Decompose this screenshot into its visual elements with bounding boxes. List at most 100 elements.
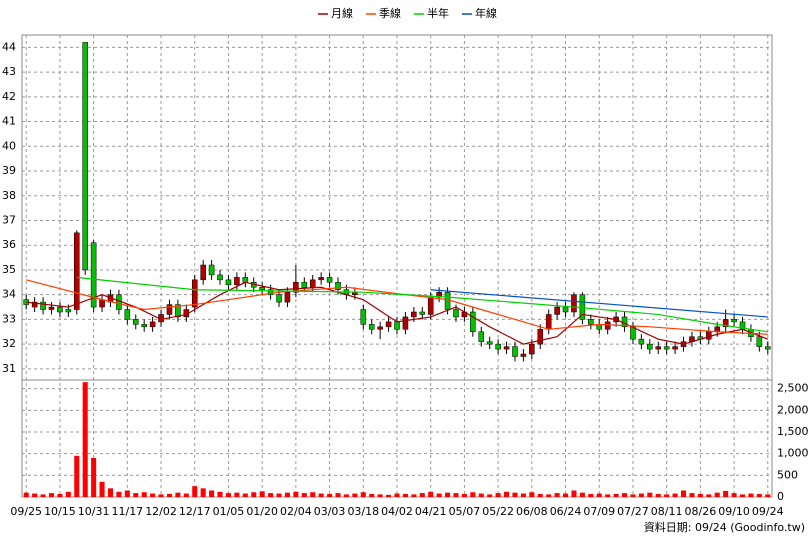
volume-bar xyxy=(411,494,417,497)
y-tick-label: 32 xyxy=(2,337,16,350)
y2-tick-label: 1,000 xyxy=(777,447,808,460)
x-tick-label: 07/09 xyxy=(583,505,615,518)
volume-bar xyxy=(765,494,771,497)
volume-bar xyxy=(217,491,223,497)
candle-body xyxy=(411,311,417,318)
candle-body xyxy=(714,326,721,333)
volume-bar xyxy=(301,493,307,497)
candle-body xyxy=(529,343,535,355)
ma-line xyxy=(76,276,768,333)
legend-label: 月線 xyxy=(331,6,353,20)
volume-bar xyxy=(495,493,501,497)
volume-bar xyxy=(647,492,653,497)
volume-bar xyxy=(512,492,518,497)
candle-body xyxy=(318,277,324,281)
volume-bar xyxy=(487,494,493,497)
candle-body xyxy=(470,311,476,333)
candle-body xyxy=(175,304,181,318)
volume-bar xyxy=(520,493,526,497)
candle-body xyxy=(40,301,46,310)
candle-body xyxy=(242,277,249,283)
legend-label: 半年 xyxy=(427,6,449,20)
volume-bar xyxy=(74,455,80,497)
candle-body xyxy=(503,346,510,350)
volume-bar xyxy=(141,492,147,497)
candle-body xyxy=(377,326,383,330)
candle-body xyxy=(562,306,569,313)
volume-bar xyxy=(57,493,63,497)
volume-bar xyxy=(436,493,442,497)
candle-body xyxy=(335,282,341,290)
volume-bar xyxy=(251,492,257,497)
candle-body xyxy=(284,291,291,303)
legend-label: 年線 xyxy=(475,6,497,20)
candle-body xyxy=(326,277,333,283)
volume-bar xyxy=(209,490,215,497)
candle-body xyxy=(208,264,215,276)
y-tick-label: 39 xyxy=(2,164,16,177)
volume-bar xyxy=(293,491,299,497)
y-tick-label: 33 xyxy=(2,312,16,325)
candle-body xyxy=(571,294,577,313)
ma-line xyxy=(26,279,768,335)
volume-bar xyxy=(276,493,282,497)
volume-bar xyxy=(748,493,754,497)
candle-body xyxy=(99,299,105,308)
y2-tick-label: 1,500 xyxy=(777,425,808,438)
x-tick-label: 09/25 xyxy=(10,505,42,518)
candle-body xyxy=(731,319,737,323)
candle-body xyxy=(495,343,501,350)
y-tick-label: 31 xyxy=(2,362,16,375)
volume-bar xyxy=(284,492,290,497)
volume-bar xyxy=(664,494,670,497)
candle-body xyxy=(427,296,434,315)
volume-bar xyxy=(48,493,55,497)
volume-bar xyxy=(697,493,703,497)
volume-bar xyxy=(394,493,400,497)
volume-bar xyxy=(723,490,729,497)
candle-body xyxy=(756,336,763,347)
y2-tick-label: 2,500 xyxy=(777,382,808,395)
candle-body xyxy=(73,232,80,310)
volume-bar xyxy=(107,488,114,497)
x-tick-label: 09/24 xyxy=(752,505,784,518)
candle-body xyxy=(672,346,678,350)
x-tick-label: 04/21 xyxy=(415,505,447,518)
legend-label: 季線 xyxy=(379,6,401,20)
candle-body xyxy=(191,279,198,308)
volume-bar xyxy=(40,494,46,497)
volume-bar xyxy=(605,494,611,497)
volume-bar xyxy=(386,494,392,497)
x-tick-label: 01/20 xyxy=(246,505,278,518)
volume-bar xyxy=(99,481,105,497)
x-tick-label: 09/10 xyxy=(718,505,750,518)
volume-bar xyxy=(706,494,712,497)
volume-bar xyxy=(579,492,585,497)
y2-tick-label: 0 xyxy=(777,490,784,503)
candle-body xyxy=(124,309,131,320)
volume-bar xyxy=(613,493,619,497)
volume-bar xyxy=(428,491,434,497)
volume-bar xyxy=(369,493,375,497)
volume-bar xyxy=(731,493,737,497)
volume-bar xyxy=(377,494,383,497)
candle-body xyxy=(166,304,173,315)
x-tick-label: 12/02 xyxy=(145,505,177,518)
volume-bar xyxy=(537,493,543,497)
x-tick-label: 03/18 xyxy=(347,505,379,518)
x-tick-label: 10/15 xyxy=(44,505,76,518)
y-tick-label: 38 xyxy=(2,189,16,202)
candle-body xyxy=(478,331,485,342)
volume-bar xyxy=(310,492,316,497)
volume-bar xyxy=(242,493,248,497)
y-tick-label: 42 xyxy=(2,90,16,103)
volume-bar xyxy=(133,493,139,497)
candle-body xyxy=(293,282,299,293)
x-tick-label: 08/11 xyxy=(651,505,683,518)
candle-body xyxy=(545,314,552,330)
candle-body xyxy=(225,279,232,286)
candle-body xyxy=(234,277,240,286)
candle-body xyxy=(200,264,206,281)
volume-bar xyxy=(470,492,476,497)
